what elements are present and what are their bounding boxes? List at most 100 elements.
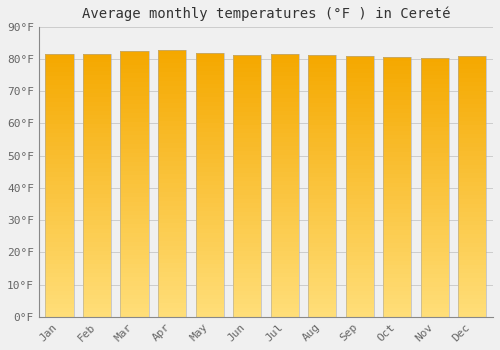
Bar [346,256,374,260]
Bar [421,226,449,230]
Bar [308,181,336,186]
Bar [158,264,186,268]
Bar [458,313,486,317]
Bar [83,176,111,181]
Bar [383,191,412,196]
Bar [158,50,186,55]
Bar [158,103,186,108]
Bar [120,56,148,60]
Bar [421,58,449,62]
Bar [83,119,111,124]
Bar [120,153,148,158]
Bar [158,112,186,117]
Bar [158,72,186,77]
Bar [458,173,486,177]
Bar [383,152,412,157]
Bar [270,198,299,203]
Bar [458,56,486,60]
Bar [83,58,111,62]
Bar [158,268,186,272]
Bar [346,56,374,60]
Bar [120,308,148,313]
Bar [308,64,336,68]
Bar [270,142,299,146]
Bar [383,287,412,291]
Bar [196,295,224,299]
Bar [158,81,186,85]
Bar [83,203,111,207]
Bar [120,215,148,219]
Bar [421,252,449,256]
Bar [83,71,111,76]
Bar [233,59,261,64]
Bar [458,273,486,278]
Bar [196,132,224,137]
Bar [158,77,186,81]
Bar [233,247,261,251]
Bar [383,300,412,304]
Bar [458,217,486,221]
Bar [421,75,449,79]
Bar [83,163,111,168]
Bar [196,106,224,110]
Bar [196,203,224,207]
Bar [120,51,148,317]
Bar [196,246,224,251]
Bar [308,98,336,103]
Bar [458,95,486,99]
Bar [421,269,449,274]
Bar [270,63,299,67]
Bar [120,290,148,295]
Bar [158,299,186,303]
Bar [346,143,374,147]
Bar [120,277,148,281]
Bar [46,137,74,142]
Bar [308,142,336,147]
Bar [346,282,374,286]
Bar [270,247,299,251]
Bar [158,108,186,112]
Bar [196,84,224,88]
Bar [120,268,148,273]
Bar [83,313,111,317]
Bar [83,299,111,304]
Bar [458,78,486,82]
Bar [120,91,148,96]
Bar [46,181,74,186]
Bar [46,128,74,133]
Bar [46,89,74,93]
Bar [421,308,449,313]
Bar [308,203,336,208]
Bar [83,251,111,256]
Bar [233,168,261,173]
Bar [196,313,224,317]
Bar [383,295,412,300]
Bar [308,164,336,168]
Bar [83,137,111,141]
Bar [308,55,336,317]
Bar [196,225,224,229]
Bar [120,158,148,162]
Bar [346,182,374,186]
Bar [233,195,261,199]
Bar [308,234,336,238]
Bar [421,84,449,88]
Bar [233,203,261,208]
Bar [308,308,336,313]
Bar [346,313,374,317]
Bar [120,113,148,118]
Bar [383,187,412,191]
Bar [458,247,486,252]
Bar [308,243,336,247]
Bar [158,192,186,197]
Bar [83,225,111,229]
Bar [458,147,486,152]
Bar [346,299,374,304]
Bar [383,282,412,287]
Bar [458,69,486,73]
Bar [308,129,336,133]
Bar [421,62,449,66]
Bar [270,264,299,269]
Bar [46,93,74,98]
Bar [196,75,224,79]
